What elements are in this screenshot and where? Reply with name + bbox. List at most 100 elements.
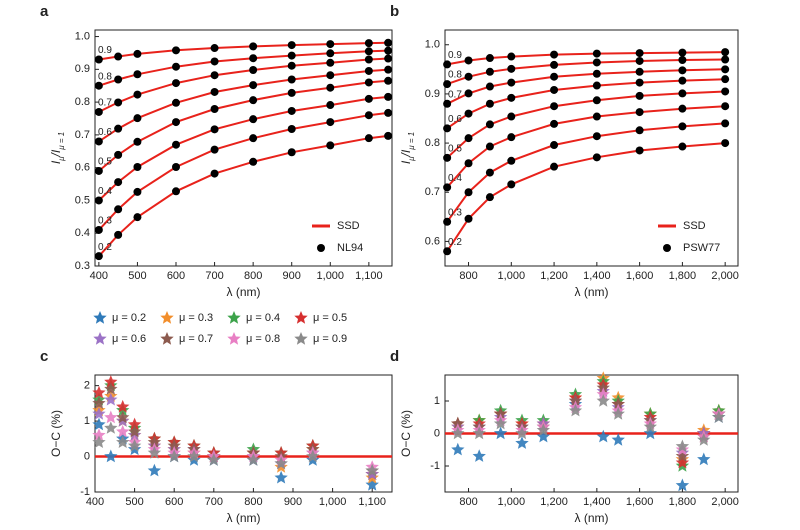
observation-dot bbox=[114, 124, 123, 133]
star-marker bbox=[675, 478, 690, 492]
ssd-curve bbox=[98, 49, 389, 87]
observation-dot bbox=[678, 55, 687, 64]
star-marker bbox=[611, 397, 625, 410]
legend-star bbox=[227, 332, 241, 345]
y-tick-label: 0 bbox=[84, 450, 90, 462]
x-tick-label: 400 bbox=[86, 496, 104, 508]
y-tick-label: 1 bbox=[84, 415, 90, 427]
y-axis-label-part: μ = 1 bbox=[57, 132, 66, 151]
star-marker bbox=[104, 421, 118, 434]
observation-dot bbox=[249, 81, 258, 90]
observation-dot bbox=[507, 78, 516, 87]
star-marker bbox=[306, 449, 320, 463]
observation-dot bbox=[172, 79, 180, 88]
mu-label: 0.4 bbox=[98, 186, 112, 197]
observation-dot bbox=[485, 54, 494, 63]
observation-dot bbox=[464, 159, 473, 168]
observation-dot bbox=[592, 153, 601, 162]
x-tick-label: 700 bbox=[205, 496, 223, 508]
observation-dot bbox=[592, 132, 601, 141]
observation-dot bbox=[464, 72, 473, 81]
y-axis-label-part: I bbox=[49, 160, 63, 164]
observation-dot bbox=[210, 169, 219, 178]
observation-dot bbox=[210, 57, 219, 66]
observation-dot bbox=[485, 168, 494, 177]
y-tick-label: 0.6 bbox=[75, 162, 90, 174]
observation-dot bbox=[326, 40, 335, 49]
star-marker bbox=[104, 449, 118, 463]
star-marker bbox=[472, 449, 486, 462]
y-tick-label: 0.8 bbox=[75, 96, 90, 108]
y-axis-label: O−C (%) bbox=[49, 410, 63, 457]
x-tick-label: 1,100 bbox=[358, 496, 386, 508]
observation-dot bbox=[485, 99, 494, 108]
observation-dot bbox=[485, 67, 494, 76]
mu-label: 0.2 bbox=[448, 237, 462, 248]
star-marker bbox=[675, 439, 690, 453]
star-marker bbox=[127, 424, 142, 438]
observation-dot bbox=[210, 145, 219, 154]
star-marker bbox=[596, 429, 610, 443]
star-marker bbox=[92, 385, 106, 399]
observation-dot bbox=[485, 193, 494, 202]
mu-label: 0.2 bbox=[98, 242, 112, 253]
star-marker bbox=[643, 420, 657, 433]
observation-dot bbox=[326, 58, 335, 67]
observation-dot bbox=[326, 141, 335, 150]
observation-dot bbox=[550, 162, 559, 171]
observation-dot bbox=[443, 183, 452, 192]
observation-dot bbox=[592, 49, 601, 58]
observation-dot bbox=[550, 141, 559, 150]
plot-frame bbox=[94, 29, 393, 267]
legend-text: μ = 0.2 bbox=[112, 312, 146, 324]
x-axis-label: λ (nm) bbox=[227, 285, 261, 299]
star-marker bbox=[127, 417, 142, 431]
observation-dot bbox=[635, 56, 644, 65]
mu-label: 0.8 bbox=[448, 70, 462, 81]
legend-text: SSD bbox=[337, 220, 360, 232]
x-tick-label: 1,000 bbox=[498, 270, 526, 282]
observation-dot bbox=[114, 178, 123, 187]
x-tick-label: 1,400 bbox=[583, 270, 611, 282]
observation-dot bbox=[485, 82, 494, 91]
observation-dot bbox=[464, 109, 473, 118]
star-marker bbox=[92, 407, 106, 420]
observation-dot bbox=[507, 180, 516, 189]
star-marker bbox=[596, 394, 610, 407]
star-marker bbox=[451, 416, 465, 430]
observation-dot bbox=[550, 50, 559, 59]
observation-dot bbox=[133, 187, 142, 196]
x-tick-label: 1,000 bbox=[498, 496, 526, 508]
observation-dot bbox=[443, 247, 452, 256]
star-marker bbox=[451, 426, 465, 440]
observation-dot bbox=[94, 196, 103, 205]
observation-dot bbox=[326, 71, 335, 80]
star-marker bbox=[515, 436, 529, 449]
observation-dot bbox=[721, 87, 730, 96]
observation-dot bbox=[550, 72, 559, 81]
observation-dot bbox=[94, 225, 103, 234]
y-axis-label: O−C (%) bbox=[399, 410, 413, 457]
x-tick-label: 1,800 bbox=[669, 270, 697, 282]
y-tick-label: -1 bbox=[430, 460, 440, 472]
observation-dot bbox=[443, 217, 452, 226]
observation-dot bbox=[678, 66, 687, 75]
y-axis-label-part: μ bbox=[407, 156, 416, 162]
observation-dot bbox=[249, 42, 258, 51]
star-marker bbox=[451, 442, 465, 456]
x-tick-label: 1,000 bbox=[319, 496, 347, 508]
observation-dot bbox=[464, 188, 473, 197]
observation-dot bbox=[287, 88, 296, 97]
x-tick-label: 1,200 bbox=[540, 270, 568, 282]
y-axis-label-part: μ bbox=[57, 156, 66, 162]
x-tick-label: 2,000 bbox=[711, 496, 739, 508]
star-marker bbox=[116, 435, 130, 448]
y-axis-label-part: I bbox=[399, 160, 413, 164]
legend-text: μ = 0.9 bbox=[313, 333, 347, 345]
x-tick-label: 1,000 bbox=[317, 270, 345, 282]
x-tick-label: 900 bbox=[284, 496, 302, 508]
y-tick-label: 0.3 bbox=[75, 260, 90, 272]
observation-dot bbox=[635, 126, 644, 135]
observation-dot bbox=[172, 118, 180, 127]
observation-dot bbox=[114, 98, 123, 107]
